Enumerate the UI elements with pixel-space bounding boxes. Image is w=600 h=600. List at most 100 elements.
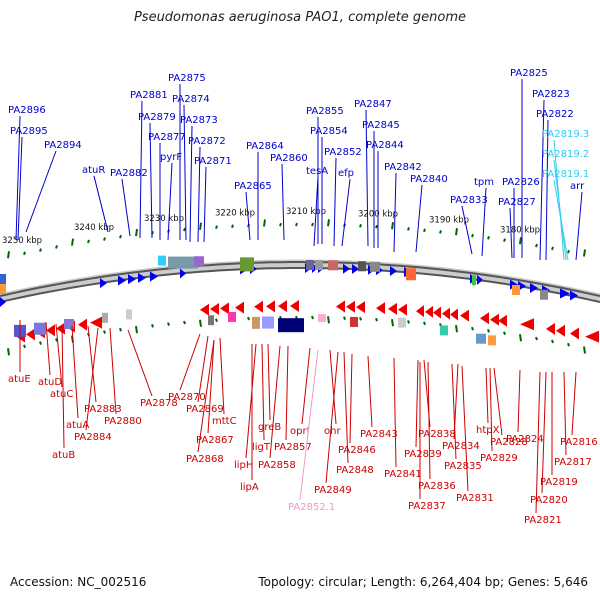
feature-block[interactable] xyxy=(64,319,74,330)
reverse-gene-arrow[interactable] xyxy=(278,300,287,313)
gene-label-pa2827[interactable]: PA2827 xyxy=(498,197,536,208)
gene-label-pa2826[interactable]: PA2826 xyxy=(502,177,540,188)
reverse-gene-arrow[interactable] xyxy=(398,303,407,316)
gene-label-atur[interactable]: atuR xyxy=(82,165,105,176)
feature-block[interactable] xyxy=(512,284,520,295)
feature-block[interactable] xyxy=(370,261,380,272)
gene-label-atub[interactable]: atuB xyxy=(52,450,75,461)
reverse-gene-arrow[interactable] xyxy=(254,300,263,313)
reverse-gene-arrow[interactable] xyxy=(46,324,55,337)
reverse-gene-arrow[interactable] xyxy=(266,300,275,313)
feature-block[interactable] xyxy=(358,261,366,272)
gene-label-pa2829[interactable]: PA2829 xyxy=(480,453,518,464)
feature-block[interactable] xyxy=(0,274,6,288)
gene-label-pa2852[interactable]: PA2852 xyxy=(324,147,362,158)
gene-label-pa2873[interactable]: PA2873 xyxy=(180,115,218,126)
gene-label-pa2871[interactable]: PA2871 xyxy=(194,156,232,167)
reverse-gene-arrow[interactable] xyxy=(556,324,565,337)
gene-label-pa2879[interactable]: PA2879 xyxy=(138,112,176,123)
feature-block[interactable] xyxy=(328,260,338,271)
forward-gene-arrow[interactable] xyxy=(477,274,483,285)
gene-label-pa2878[interactable]: PA2878 xyxy=(140,398,178,409)
feature-block[interactable] xyxy=(406,268,416,281)
reverse-gene-arrow[interactable] xyxy=(56,322,65,335)
gene-label-lipa[interactable]: lipA xyxy=(240,482,259,493)
reverse-gene-arrow[interactable] xyxy=(235,301,244,314)
reverse-gene-arrow[interactable] xyxy=(520,318,534,331)
feature-block[interactable] xyxy=(262,316,274,329)
gene-label-pa2896[interactable]: PA2896 xyxy=(8,105,46,116)
gene-label-atud[interactable]: atuD xyxy=(38,377,62,388)
gene-label-pa2855[interactable]: PA2855 xyxy=(306,106,344,117)
gene-label-pa2858[interactable]: PA2858 xyxy=(258,460,296,471)
gene-label-atua[interactable]: atuA xyxy=(66,420,89,431)
reverse-gene-arrow[interactable] xyxy=(450,308,458,321)
gene-label-pa2840[interactable]: PA2840 xyxy=(410,174,448,185)
feature-block[interactable] xyxy=(126,309,132,320)
gene-label-pa2881[interactable]: PA2881 xyxy=(130,90,168,101)
gene-label-pa2867[interactable]: PA2867 xyxy=(196,435,234,446)
gene-label-pa2823[interactable]: PA2823 xyxy=(532,89,570,100)
feature-block[interactable] xyxy=(476,333,486,344)
gene-label-atuc[interactable]: atuC xyxy=(50,389,73,400)
gene-label-pa2869[interactable]: PA2869 xyxy=(186,404,224,415)
reverse-gene-arrow[interactable] xyxy=(376,302,385,315)
gene-label-pa2833[interactable]: PA2833 xyxy=(450,195,488,206)
gene-label-efp[interactable]: efp xyxy=(338,168,354,179)
feature-block[interactable] xyxy=(306,260,314,271)
gene-label-opri[interactable]: oprI xyxy=(290,426,310,437)
feature-block[interactable] xyxy=(228,311,236,322)
forward-gene-arrow[interactable] xyxy=(100,278,107,289)
gene-label-pa2819-1[interactable]: PA2819.1 xyxy=(542,169,589,180)
feature-block[interactable] xyxy=(398,317,406,328)
gene-label-pa2877[interactable]: PA2877 xyxy=(148,132,186,143)
gene-label-arr[interactable]: arr xyxy=(570,181,585,192)
feature-block[interactable] xyxy=(34,322,46,335)
feature-block[interactable] xyxy=(540,289,548,300)
gene-label-pa2864[interactable]: PA2864 xyxy=(246,141,284,152)
reverse-gene-arrow[interactable] xyxy=(26,328,35,341)
gene-label-pa2854[interactable]: PA2854 xyxy=(310,126,348,137)
gene-label-pa2817[interactable]: PA2817 xyxy=(554,457,592,468)
gene-label-pa2884[interactable]: PA2884 xyxy=(74,432,112,443)
gene-label-pa2824[interactable]: PA2824 xyxy=(506,434,544,445)
gene-label-atue[interactable]: atuE xyxy=(8,374,31,385)
reverse-gene-arrow[interactable] xyxy=(200,303,209,316)
gene-label-pa2820[interactable]: PA2820 xyxy=(530,495,568,506)
gene-label-pa2846[interactable]: PA2846 xyxy=(338,445,376,456)
feature-block[interactable] xyxy=(315,260,323,271)
forward-gene-arrow[interactable] xyxy=(128,274,136,285)
forward-gene-arrow[interactable] xyxy=(560,288,570,299)
feature-block[interactable] xyxy=(278,318,304,333)
reverse-gene-arrow[interactable] xyxy=(220,302,229,315)
reverse-gene-arrow[interactable] xyxy=(460,309,469,322)
forward-gene-arrow[interactable] xyxy=(390,266,397,277)
gene-label-pa2842[interactable]: PA2842 xyxy=(384,162,422,173)
gene-label-pa2880[interactable]: PA2880 xyxy=(104,416,142,427)
gene-label-pa2852-1[interactable]: PA2852.1 xyxy=(288,502,335,513)
reverse-gene-arrow[interactable] xyxy=(546,322,555,335)
gene-label-pa2819[interactable]: PA2819 xyxy=(540,477,578,488)
forward-gene-arrow[interactable] xyxy=(138,272,146,283)
gene-label-pa2872[interactable]: PA2872 xyxy=(188,136,226,147)
forward-gene-arrow[interactable] xyxy=(180,268,186,279)
feature-block[interactable] xyxy=(240,257,254,272)
feature-block[interactable] xyxy=(472,275,476,286)
forward-gene-arrow[interactable] xyxy=(150,271,158,282)
gene-label-pa2844[interactable]: PA2844 xyxy=(366,140,404,151)
gene-label-pa2835[interactable]: PA2835 xyxy=(444,461,482,472)
gene-label-pa2825[interactable]: PA2825 xyxy=(510,68,548,79)
reverse-gene-arrow[interactable] xyxy=(416,305,424,318)
reverse-gene-arrow[interactable] xyxy=(336,300,345,313)
forward-gene-arrow[interactable] xyxy=(118,275,126,286)
reverse-gene-arrow[interactable] xyxy=(480,312,489,325)
reverse-gene-arrow[interactable] xyxy=(78,318,87,331)
forward-gene-arrow[interactable] xyxy=(0,297,6,307)
feature-block[interactable] xyxy=(158,255,166,266)
gene-label-pa2822[interactable]: PA2822 xyxy=(536,109,574,120)
gene-label-pa2874[interactable]: PA2874 xyxy=(172,94,210,105)
reverse-gene-arrow[interactable] xyxy=(570,327,579,340)
gene-label-pa2870[interactable]: PA2870 xyxy=(168,392,206,403)
feature-block[interactable] xyxy=(168,256,198,269)
feature-block[interactable] xyxy=(350,316,358,327)
